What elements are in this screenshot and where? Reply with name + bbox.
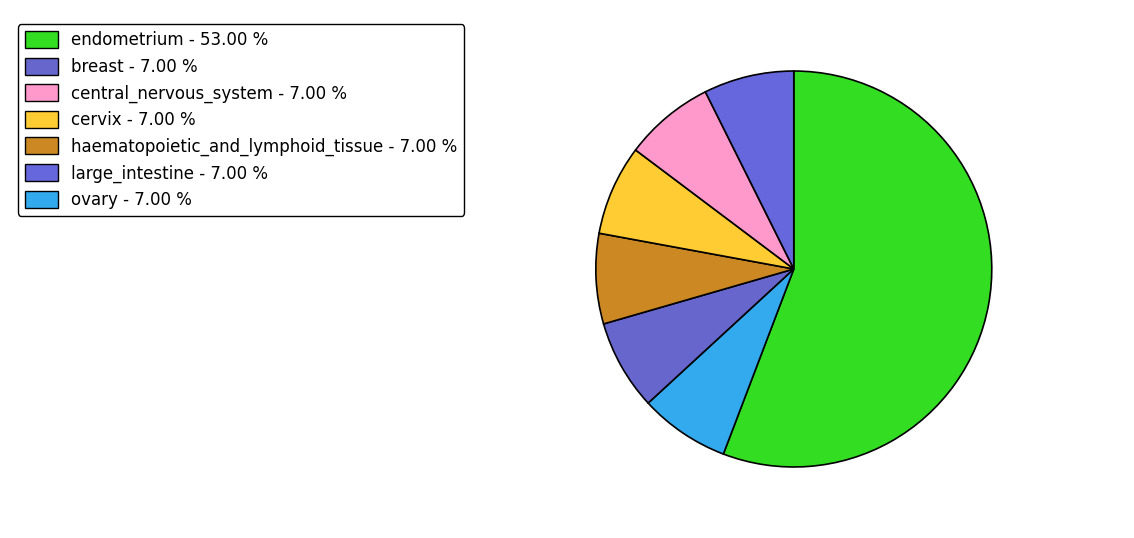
Wedge shape <box>603 269 794 403</box>
Wedge shape <box>723 71 992 467</box>
Wedge shape <box>649 269 794 454</box>
Legend: endometrium - 53.00 %, breast - 7.00 %, central_nervous_system - 7.00 %, cervix : endometrium - 53.00 %, breast - 7.00 %, … <box>18 24 464 216</box>
Wedge shape <box>705 71 794 269</box>
Wedge shape <box>595 233 794 324</box>
Wedge shape <box>599 150 794 269</box>
Wedge shape <box>635 92 794 269</box>
